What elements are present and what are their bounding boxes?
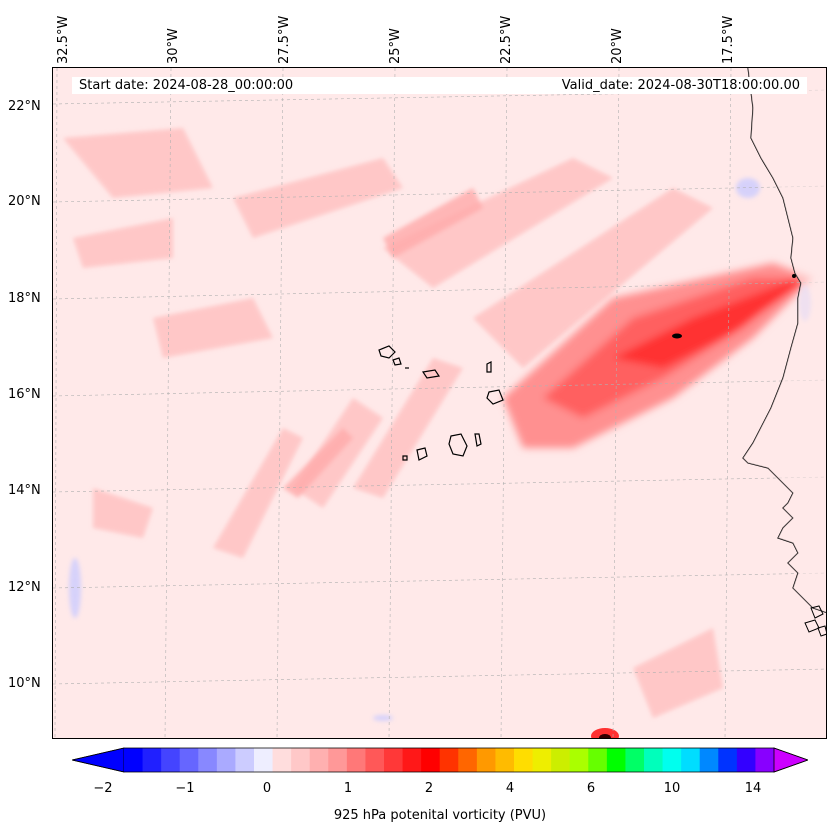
pv-max-marker — [672, 333, 682, 339]
lat-label-12n: 12°N — [8, 580, 41, 595]
lon-label-27-5w: 27.5°W — [277, 15, 292, 64]
colorbar-swatch — [161, 748, 181, 772]
colorbar-swatch — [365, 748, 385, 772]
colorbar-tick: −2 — [93, 781, 113, 796]
graticule — [53, 68, 826, 738]
colorbar-outline — [72, 747, 808, 773]
pv-field-map — [53, 68, 826, 738]
colorbar — [72, 747, 808, 773]
colorbar-swatch — [495, 748, 515, 772]
colorbar-tick: 2 — [424, 781, 434, 796]
lon-label-30w: 30°W — [166, 28, 181, 64]
pv-streaks — [63, 128, 723, 718]
colorbar-tick: 6 — [586, 781, 596, 796]
cape-verde-islands — [378, 345, 504, 461]
colorbar-swatch — [328, 748, 348, 772]
lon-label-32-5w: 32.5°W — [56, 15, 71, 64]
colorbar-extend-max — [773, 747, 808, 773]
lon-label-17-5w: 17.5°W — [721, 15, 736, 64]
colorbar-swatch — [699, 748, 719, 772]
lat-label-20n: 20°N — [8, 194, 41, 209]
colorbar-swatch — [439, 748, 459, 772]
colorbar-tick: 0 — [262, 781, 272, 796]
colorbar-swatch — [551, 748, 571, 772]
coastal-islands — [804, 605, 826, 637]
colorbar-swatch — [402, 748, 422, 772]
lon-label-22-5w: 22.5°W — [499, 15, 514, 64]
colorbar-swatch — [254, 748, 274, 772]
colorbar-swatch — [662, 748, 682, 772]
colorbar-extend-min — [72, 747, 125, 773]
pv-streaks-strong — [283, 188, 483, 498]
colorbar-tick: 4 — [505, 781, 515, 796]
colorbar-tick: 14 — [744, 781, 762, 796]
colorbar-tick: 10 — [663, 781, 681, 796]
colorbar-swatch — [421, 748, 441, 772]
colorbar-swatch — [532, 748, 552, 772]
colorbar-tick: 1 — [343, 781, 353, 796]
lat-label-22n: 22°N — [8, 99, 41, 114]
colorbar-swatch — [458, 748, 478, 772]
colorbar-swatch — [625, 748, 645, 772]
colorbar-swatch — [272, 748, 292, 772]
colorbar-swatch — [606, 748, 626, 772]
colorbar-swatch — [216, 748, 236, 772]
south-feature — [591, 728, 619, 738]
colorbar-swatch — [514, 748, 534, 772]
lon-label-25w: 25°W — [388, 28, 403, 64]
colorbar-swatch — [736, 748, 756, 772]
coastal-marker — [792, 274, 796, 278]
lat-label-10n: 10°N — [8, 676, 41, 691]
colorbar-swatch — [179, 748, 199, 772]
colorbar-swatch — [309, 748, 329, 772]
colorbar-swatch — [476, 748, 496, 772]
colorbar-swatch — [124, 748, 144, 772]
lat-label-14n: 14°N — [8, 483, 41, 498]
pv-band — [503, 263, 813, 448]
colorbar-swatch — [142, 748, 162, 772]
colorbar-swatch — [681, 748, 701, 772]
colorbar-swatch — [588, 748, 608, 772]
colorbar-swatch — [235, 748, 255, 772]
colorbar-swatch — [755, 748, 775, 772]
lat-label-16n: 16°N — [8, 387, 41, 402]
colorbar-swatch — [569, 748, 589, 772]
start-date-label: Start date: 2024-08-28_00:00:00 — [79, 78, 294, 93]
date-info-box: Start date: 2024-08-28_00:00:00 Valid_da… — [72, 77, 807, 94]
colorbar-swatch — [291, 748, 311, 772]
colorbar-swatch — [718, 748, 738, 772]
colorbar-swatch — [644, 748, 664, 772]
colorbar-tick: −1 — [175, 781, 195, 796]
map-panel[interactable] — [52, 67, 827, 739]
colorbar-swatch — [384, 748, 404, 772]
valid-date-label: Valid_date: 2024-08-30T18:00:00.00 — [561, 78, 800, 93]
colorbar-label: 925 hPa potenital vorticity (PVU) — [333, 808, 547, 823]
africa-land — [743, 68, 826, 613]
lat-label-18n: 18°N — [8, 291, 41, 306]
lon-label-20w: 20°W — [610, 28, 625, 64]
colorbar-swatch — [346, 748, 366, 772]
colorbar-swatch — [198, 748, 218, 772]
